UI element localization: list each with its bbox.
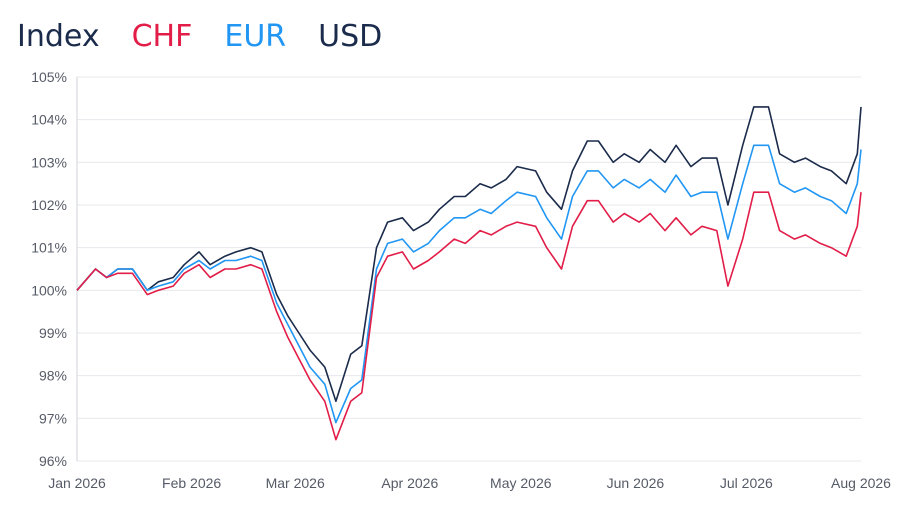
series-lines [76,106,862,441]
legend-item-chf[interactable]: CHF [131,18,193,54]
y-tick-label: 105% [31,69,67,85]
series-line-eur[interactable] [76,144,862,424]
x-tick-label: Aug 2026 [831,475,891,491]
legend-item-usd[interactable]: USD [318,18,383,54]
y-tick-label: 103% [31,154,67,170]
legend: Index CHF EUR USD [17,14,382,58]
x-tick-label: Apr 2026 [381,475,438,491]
legend-item-eur[interactable]: EUR [224,18,287,54]
y-tick-label: 101% [31,240,67,256]
series-line-chf[interactable] [76,191,862,441]
x-axis: Jan 2026 Feb 2026 Mar 2026 Apr 2026 May 2026… [48,475,891,491]
y-tick-label: 102% [31,197,67,213]
y-tick-label: 104% [31,112,67,128]
y-tick-label: 98% [39,368,67,384]
x-tick-label: Jul 2026 [720,475,773,491]
y-tick-label: 99% [39,325,67,341]
y-tick-label: 96% [39,453,67,469]
series-line-usd[interactable] [76,106,862,403]
x-tick-label: Jun 2026 [607,475,665,491]
y-tick-label: 100% [31,282,67,298]
y-tick-label: 97% [39,410,67,426]
grid [76,76,861,462]
x-tick-label: Feb 2026 [162,475,221,491]
y-axis: 105% 104% 103% 102% 101% 100% 99% 98% 97% 96% [31,69,67,469]
x-tick-label: Mar 2026 [266,475,325,491]
legend-title: Index [17,18,100,54]
x-tick-label: May 2026 [490,475,552,491]
x-tick-label: Jan 2026 [48,475,106,491]
